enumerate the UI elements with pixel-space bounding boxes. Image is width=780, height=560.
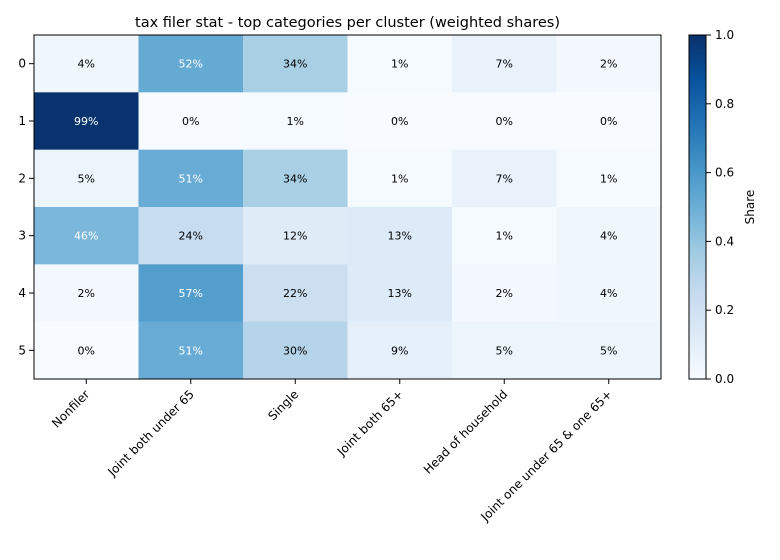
cell-value-label: 1% [600,172,617,185]
heatmap-cell [556,264,662,323]
heatmap-cell [452,264,557,323]
cell-value-label: 5% [600,344,617,357]
cell-value-label: 4% [600,230,617,243]
heatmap-cell-labels: 4% 52% 34% 1% 7% 2% 99% 0% 1% 0% 0% 0% 5% 51% 34% 1% 7% 1… [74,58,617,358]
cell-value-label: 7% [496,58,513,71]
cell-value-label: 1% [287,115,304,128]
cell-value-label: 12% [283,230,307,243]
heatmap-cells [34,35,662,380]
cell-value-label: 4% [600,287,617,300]
colorbar-tick-label: 1.0 [715,28,734,42]
cell-value-label: 4% [78,58,95,71]
heatmap-cell [452,149,557,208]
colorbar [688,34,707,380]
heatmap-cell [34,92,139,151]
colorbar-tick-label: 0.2 [715,303,734,317]
cell-value-label: 5% [496,344,513,357]
cell-value-label: 5% [78,172,95,185]
x-tick-label: Head of household [421,387,511,477]
heatmap-cell [243,35,348,93]
cell-value-label: 1% [496,230,513,243]
heatmap-cell [34,264,139,323]
heatmap-cell [243,321,348,380]
cell-value-label: 22% [283,287,307,300]
y-axis: 0 1 2 3 4 5 [18,57,34,357]
cell-value-label: 99% [74,115,98,128]
heatmap-cell [452,321,557,380]
cell-value-label: 9% [391,344,408,357]
colorbar-ticks: 0.0 0.2 0.4 0.6 0.8 1.0 [706,28,734,386]
y-tick-label: 4 [18,286,26,300]
cell-value-label: 1% [391,58,408,71]
chart-title: tax filer stat - top categories per clus… [135,15,560,31]
cell-value-label: 1% [391,172,408,185]
x-tick-label: Single [265,387,301,423]
y-tick-label: 2 [18,171,26,185]
heatmap-cell [556,207,662,265]
cell-value-label: 46% [74,230,98,243]
cell-value-label: 13% [388,230,412,243]
cell-value-label: 0% [496,115,513,128]
cell-value-label: 0% [391,115,408,128]
heatmap-cell [34,321,139,380]
cell-value-label: 0% [78,344,95,357]
heatmap-cell [138,264,244,323]
heatmap-cell [34,35,139,93]
heatmap-cell [556,92,662,151]
cell-value-label: 0% [182,115,199,128]
cell-value-label: 13% [388,287,412,300]
heatmap-cell [243,92,348,151]
cell-value-label: 2% [78,287,95,300]
cell-value-label: 51% [179,344,203,357]
heatmap-cell [138,321,244,380]
cell-value-label: 2% [600,58,617,71]
cell-value-label: 7% [496,172,513,185]
heatmap-cell [556,35,662,93]
heatmap-cell [138,207,244,265]
cell-value-label: 2% [496,287,513,300]
heatmap-cell [243,149,348,208]
heatmap-cell [347,207,453,265]
heatmap-cell [452,92,557,151]
cell-value-label: 0% [600,115,617,128]
heatmap-cell [347,264,453,323]
y-tick-label: 3 [18,229,26,243]
heatmap-cell [452,35,557,93]
cell-value-label: 30% [283,344,307,357]
cell-value-label: 34% [283,172,307,185]
heatmap-cell [243,207,348,265]
heatmap-cell [452,207,557,265]
heatmap-frame [33,34,662,380]
colorbar-tick-label: 0.4 [715,234,734,248]
cell-value-label: 57% [179,287,203,300]
cell-value-label: 24% [179,230,203,243]
x-axis: Nonfiler Joint both under 65 Single Joint b… [49,379,615,525]
colorbar-tick-label: 0.6 [715,166,734,180]
heatmap-cell [556,149,662,208]
x-tick-label: Nonfiler [49,387,92,430]
y-tick-label: 1 [18,114,26,128]
heatmap-cell [138,149,244,208]
cell-value-label: 51% [179,172,203,185]
heatmap-cell [138,92,244,151]
heatmap-cell [347,149,453,208]
cell-value-label: 34% [283,58,307,71]
x-tick-label: Joint both 65+ [334,387,406,459]
heatmap-cell [34,149,139,208]
heatmap-cell [34,207,139,265]
colorbar-tick-label: 0.0 [715,372,734,386]
cell-value-label: 52% [179,58,203,71]
heatmap-cell [347,35,453,93]
heatmap-cell [347,321,453,380]
heatmap-cell [556,321,662,380]
x-tick-label: Joint both under 65 [104,387,196,479]
y-tick-label: 5 [18,343,26,357]
heatmap-cell [138,35,244,93]
heatmap-cell [243,264,348,323]
colorbar-tick-label: 0.8 [715,97,734,111]
y-tick-label: 0 [18,57,26,71]
heatmap-cell [347,92,453,151]
colorbar-label: Share [743,190,757,225]
